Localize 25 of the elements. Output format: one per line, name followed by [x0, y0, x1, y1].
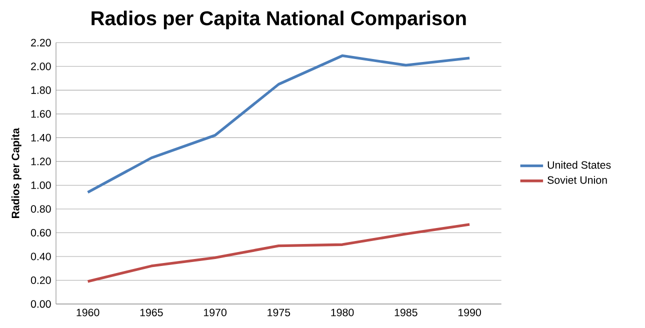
x-tick-label: 1975: [268, 308, 290, 316]
x-tick-label: 1965: [140, 308, 163, 316]
x-tick-label: 1980: [331, 308, 354, 316]
y-tick-label: 0.40: [30, 252, 51, 260]
y-tick-label: 0.20: [30, 276, 51, 284]
y-axis-title: Radios per Capita: [11, 128, 22, 218]
y-tick-label: 2.00: [31, 62, 51, 70]
line-series: [86, 223, 471, 283]
y-tick-label: 0.00: [30, 300, 51, 308]
line-series: [86, 54, 471, 194]
legend-label: United States: [548, 160, 611, 169]
chart-title: Radios per Capita National Comparison: [92, 10, 466, 30]
y-tick-label: 1.00: [31, 181, 51, 189]
x-tick-label: 1970: [204, 308, 226, 316]
x-tick-label: 1960: [76, 308, 100, 316]
y-tick-label: 1.60: [31, 110, 51, 118]
y-tick-label: 1.40: [31, 134, 51, 142]
y-tick-label: 0.80: [30, 205, 51, 213]
legend-label: Soviet Union: [548, 176, 607, 184]
y-tick-label: 0.60: [30, 228, 51, 237]
y-tick-label: 2.20: [31, 38, 51, 46]
y-tick-label: 1.80: [31, 86, 51, 94]
x-tick-label: 1990: [458, 308, 481, 316]
x-tick-label: 1985: [394, 308, 418, 316]
y-tick-label: 1.20: [31, 158, 51, 166]
